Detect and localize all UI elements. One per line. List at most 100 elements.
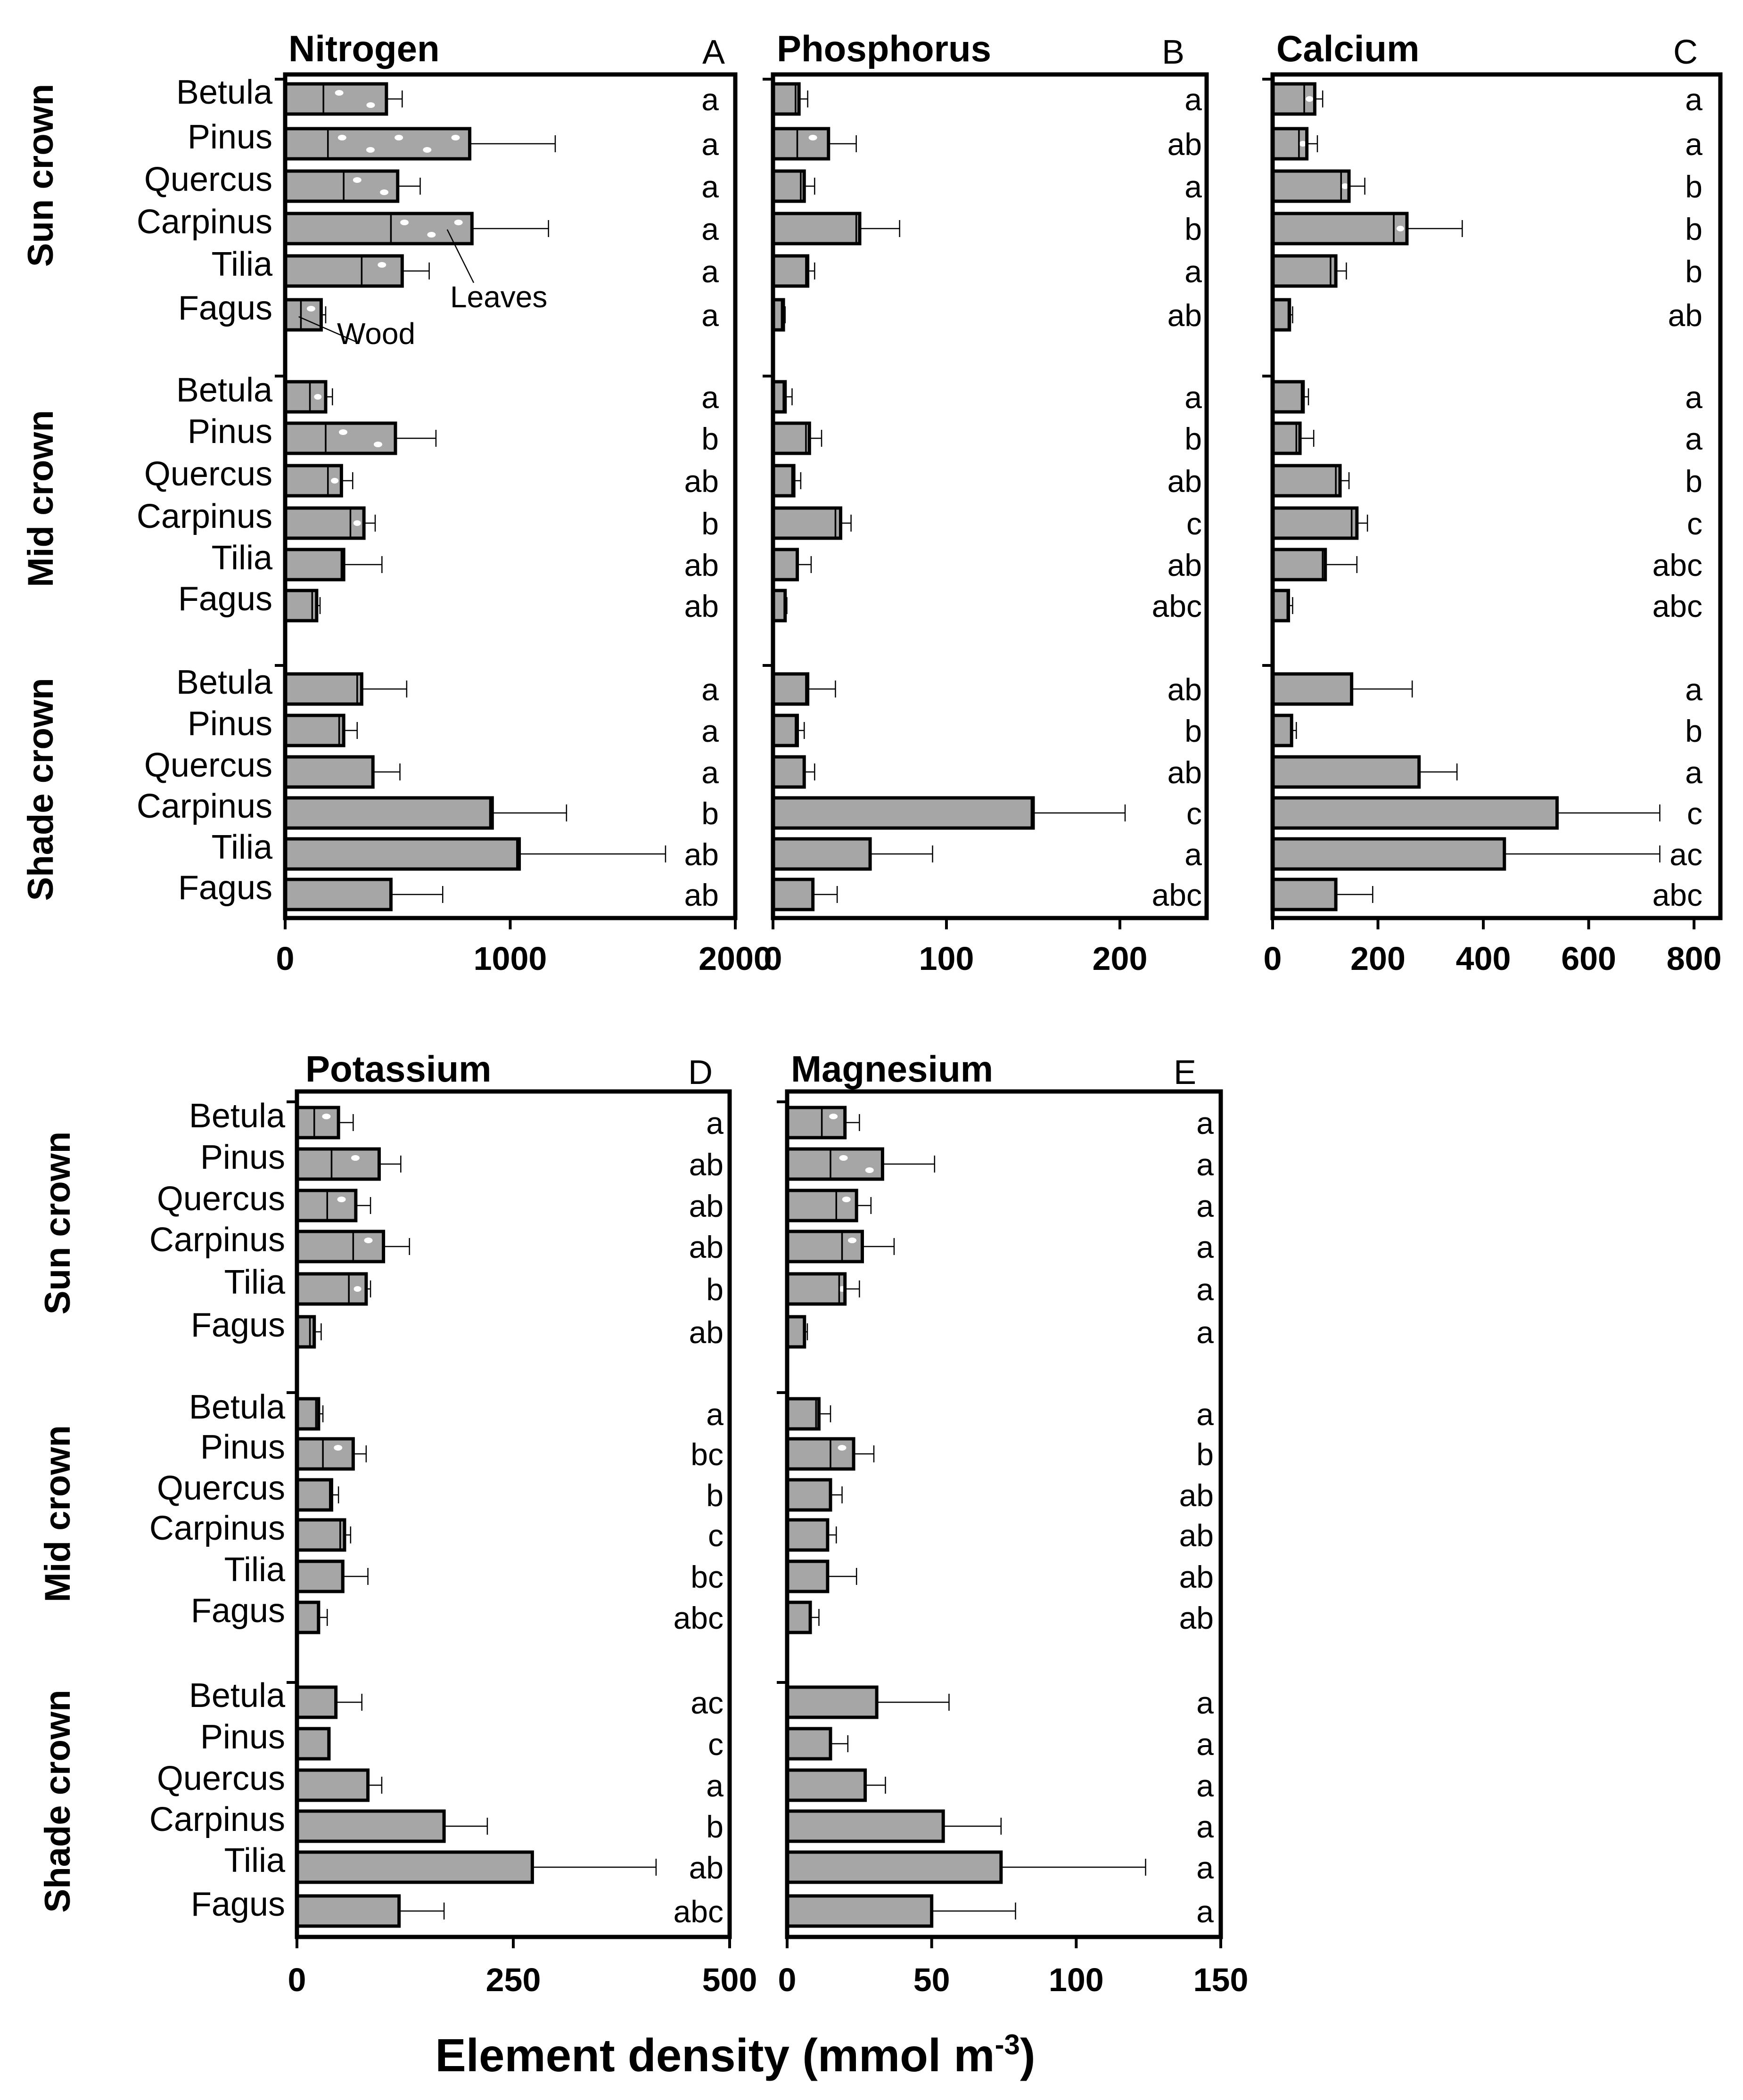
bar-total (787, 1561, 828, 1591)
bar-total (787, 1811, 944, 1841)
panel-d: Potassium DaBetulaabPinusabQuercusabCarpi… (38, 1048, 757, 1998)
bar-total (285, 879, 391, 910)
significance-letter: a (1184, 380, 1202, 415)
bar-total (297, 1602, 319, 1632)
bar-total (1273, 674, 1352, 704)
panel-frame (771, 72, 1209, 920)
species-label: Betula (189, 1677, 286, 1714)
bar-mid-crown-quercus: b Quercus (157, 1469, 724, 1513)
bar-shade-crown-tilia: ac (1271, 837, 1702, 872)
bar-shade-crown-pinus: c Pinus (200, 1718, 724, 1762)
species-label: Betula (176, 74, 273, 111)
significance-letter: abc (1152, 878, 1202, 912)
significance-letter: b (1685, 169, 1702, 204)
significance-letter: abc (1152, 589, 1202, 623)
significance-letter: a (701, 254, 719, 289)
significance-letter: ab (684, 589, 719, 623)
species-label: Quercus (144, 746, 272, 784)
bar-shade-crown-tilia: ab Tilia (224, 1842, 724, 1885)
x-tick-label: 150 (1193, 1961, 1249, 1998)
bar-sun-crown-tilia: b Tilia (224, 1263, 724, 1307)
bar-total (297, 1190, 356, 1221)
bar-total (297, 1811, 444, 1841)
significance-letter: a (1196, 1809, 1214, 1844)
bar-total (1273, 466, 1340, 496)
leaf-dot (423, 147, 432, 153)
significance-letter: ac (691, 1685, 724, 1720)
bar-total (1273, 798, 1557, 828)
bar-shade-crown-carpinus: c (1271, 796, 1702, 831)
significance-letter: a (1184, 169, 1202, 204)
bar-total (285, 550, 344, 580)
bar-sun-crown-carpinus: b (771, 212, 1202, 246)
bar-total (787, 1770, 865, 1800)
crown-group-label: Shade crown (38, 1690, 78, 1913)
bar-total (297, 1687, 336, 1717)
significance-letter: ab (1167, 672, 1202, 707)
leaf-dot (364, 1238, 373, 1243)
wood-pointer (298, 316, 356, 343)
significance-letter: ab (1179, 1559, 1214, 1594)
significance-letter: ab (689, 1315, 724, 1350)
bar-sun-crown-quercus: a Quercus (144, 161, 719, 204)
crown-group-label: Mid crown (21, 410, 61, 587)
leaf-dot (427, 232, 436, 238)
species-label: Carpinus (137, 788, 272, 825)
bar-mid-crown-pinus: b (771, 421, 1202, 456)
species-label: Betula (176, 664, 273, 701)
wood-annotation-label: Wood (337, 317, 415, 351)
significance-letter: b (1184, 421, 1202, 456)
leaf-dot (335, 90, 344, 96)
species-label: Tilia (224, 1551, 286, 1589)
significance-letter: c (708, 1727, 724, 1762)
significance-letter: a (1685, 380, 1702, 415)
bar-mid-crown-pinus: a (1271, 421, 1702, 456)
bar-total (1273, 508, 1357, 538)
bar-total (297, 1520, 345, 1550)
bar-sun-crown-carpinus: a Carpinus (137, 203, 719, 246)
species-label: Quercus (157, 1469, 285, 1507)
leaf-dot (454, 220, 463, 225)
bar-total (297, 1729, 329, 1759)
species-label: Pinus (188, 413, 272, 451)
species-label: Carpinus (149, 1801, 285, 1838)
significance-letter: ab (684, 464, 719, 499)
significance-letter: b (1685, 212, 1702, 246)
bar-sun-crown-pinus: a (1271, 127, 1702, 162)
significance-letter: bc (691, 1437, 724, 1472)
bar-mid-crown-carpinus: ab (785, 1518, 1214, 1553)
x-tick-label: 1000 (474, 940, 547, 977)
species-label: Tilia (224, 1263, 286, 1301)
bar-total (297, 1770, 368, 1800)
bar-sun-crown-pinus: a (785, 1147, 1214, 1182)
significance-letter: b (706, 1809, 724, 1844)
species-label: Carpinus (149, 1221, 285, 1259)
significance-letter: bc (691, 1559, 724, 1594)
figure-x-axis-label-main: Element density (mmol m (435, 2029, 995, 2081)
significance-letter: a (1196, 1147, 1214, 1182)
species-label: Fagus (178, 869, 272, 907)
significance-letter: a (706, 1397, 724, 1432)
bar-mid-crown-carpinus: b Carpinus (137, 498, 719, 541)
panel-frame (1270, 72, 1723, 920)
significance-letter: a (701, 380, 719, 415)
panel-letter: C (1673, 33, 1698, 71)
significance-letter: ab (1167, 298, 1202, 333)
bar-shade-crown-fagus: abc (1271, 878, 1702, 912)
leaf-dot (865, 1167, 874, 1173)
bar-total (297, 1439, 354, 1469)
significance-letter: ac (1669, 837, 1702, 872)
significance-letter: abc (1653, 548, 1702, 582)
panel-frame (785, 1089, 1223, 1939)
significance-letter: ab (1179, 1600, 1214, 1635)
significance-letter: a (1184, 82, 1202, 117)
significance-letter: a (701, 298, 719, 333)
significance-letter: a (701, 127, 719, 162)
bar-total (297, 1149, 379, 1179)
leaf-dot (353, 177, 362, 183)
significance-letter: b (701, 506, 719, 541)
bar-total (297, 1480, 332, 1510)
bar-sun-crown-quercus: ab Quercus (157, 1180, 724, 1223)
